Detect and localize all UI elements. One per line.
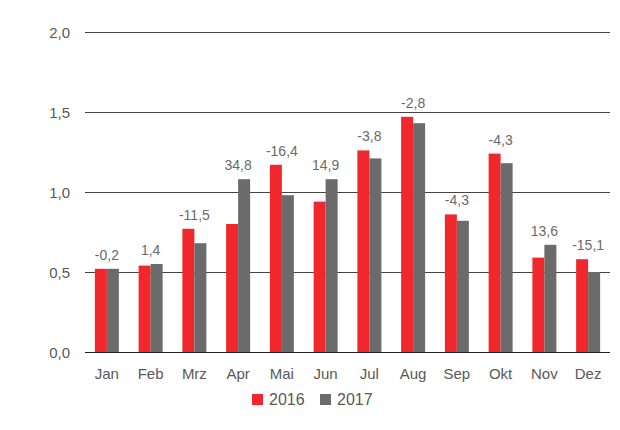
grid-line: [85, 112, 610, 113]
grid-line: [85, 272, 610, 273]
annotation: -11,5: [179, 207, 210, 223]
chart-svg: 0,0 0,5 1,0 1,5 2,0 Jan -0,2 Feb 1,4 Mrz -11,5 Apr 3…: [0, 0, 620, 430]
bar: [501, 163, 513, 352]
legend-swatch: [320, 394, 331, 405]
x-tick-label: Apr: [226, 365, 249, 382]
bar: [401, 117, 413, 352]
annotation: 1,4: [141, 242, 161, 258]
bar: [326, 179, 338, 352]
bar: [532, 258, 544, 352]
bar: [588, 272, 600, 352]
bars: [95, 117, 600, 352]
legend-swatch: [252, 394, 263, 405]
bar: [576, 259, 588, 352]
grid-line: [85, 352, 610, 353]
bar: [107, 269, 119, 352]
annotation: -2,8: [401, 95, 425, 111]
x-tick-label: Mai: [270, 365, 294, 382]
grid-line: [85, 32, 610, 33]
y-tick-label: 0,0: [49, 344, 70, 361]
x-tick-label: Dez: [575, 365, 602, 382]
annotation: -0,2: [95, 247, 119, 263]
grid-line: [85, 192, 610, 193]
x-tick-label: Jan: [95, 365, 119, 382]
bar: [413, 123, 425, 352]
bar: [457, 221, 469, 352]
bar: [489, 154, 501, 352]
x-tick-label: Nov: [531, 365, 558, 382]
bar: [194, 243, 206, 352]
x-tick-label: Okt: [489, 365, 513, 382]
bar: [270, 165, 282, 352]
legend: 2016 2017: [252, 391, 373, 408]
annotation: 34,8: [225, 157, 252, 173]
x-tick-label: Jul: [360, 365, 379, 382]
legend-label: 2016: [269, 391, 305, 408]
bar: [357, 150, 369, 352]
y-tick-label: 1,5: [49, 104, 70, 121]
annotation: 13,6: [531, 223, 558, 239]
bar: [139, 266, 151, 352]
bar: [544, 245, 556, 352]
annotation: -3,8: [357, 128, 381, 144]
y-tick-label: 2,0: [49, 24, 70, 41]
bar: [95, 269, 107, 352]
bar: [369, 158, 381, 352]
y-tick-label: 0,5: [49, 264, 70, 281]
chart-container: 0,0 0,5 1,0 1,5 2,0 Jan -0,2 Feb 1,4 Mrz -11,5 Apr 3…: [0, 0, 620, 430]
bar: [182, 229, 194, 352]
x-tick-label: Sep: [444, 365, 471, 382]
bar: [226, 224, 238, 352]
bar: [238, 179, 250, 352]
annotation: -4,3: [489, 132, 513, 148]
y-tick-label: 1,0: [49, 184, 70, 201]
bar: [151, 264, 163, 352]
x-tick-label: Aug: [400, 365, 427, 382]
x-tick-label: Mrz: [182, 365, 207, 382]
annotation: -16,4: [266, 143, 298, 159]
annotation: -15,1: [572, 237, 604, 253]
bar: [282, 195, 294, 352]
bar: [314, 202, 326, 352]
annotation: 14,9: [312, 157, 339, 173]
x-tick-label: Jun: [314, 365, 338, 382]
x-tick-label: Feb: [138, 365, 164, 382]
annotation: -4,3: [445, 192, 469, 208]
bar: [445, 214, 457, 352]
legend-label: 2017: [337, 391, 373, 408]
